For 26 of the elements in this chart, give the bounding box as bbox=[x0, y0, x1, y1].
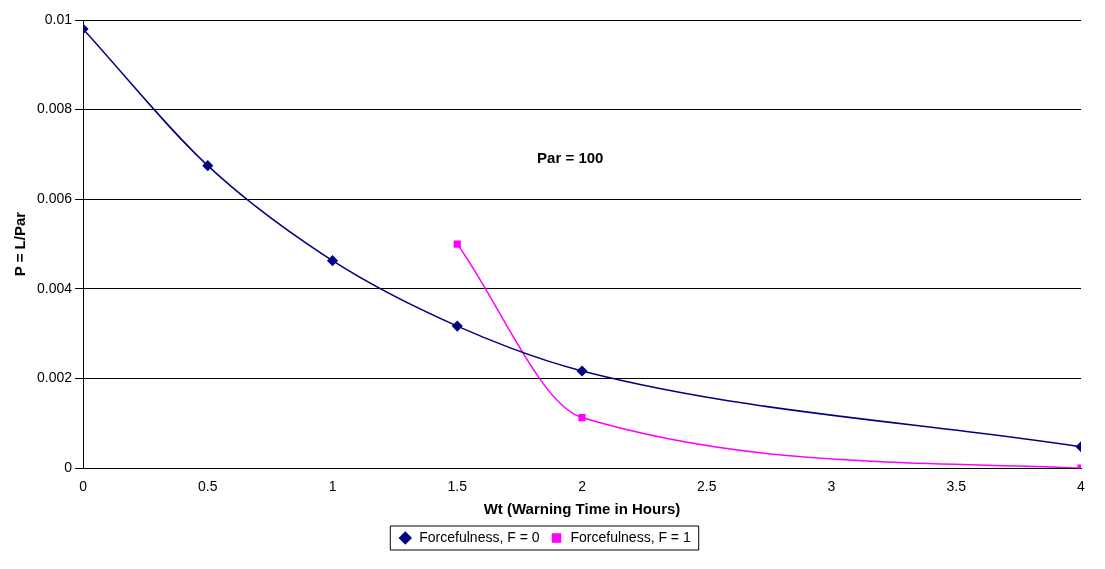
legend-label: Forcefulness, F = 0 bbox=[419, 528, 540, 545]
legend-label: Forcefulness, F = 1 bbox=[570, 528, 691, 545]
y-tick-label: 0.002 bbox=[36, 369, 73, 386]
x-tick-label: 1 bbox=[328, 478, 337, 495]
point bbox=[452, 320, 463, 332]
annotation: Par = 100 bbox=[537, 149, 604, 167]
y-tick-label: 0.006 bbox=[36, 190, 73, 207]
x-tick-label: 4 bbox=[1077, 478, 1086, 495]
point bbox=[453, 240, 461, 248]
y-tick-label: 0 bbox=[64, 459, 73, 476]
x-tick-label: 1.5 bbox=[447, 478, 468, 495]
x-tick-label: 0.5 bbox=[198, 478, 218, 495]
point bbox=[327, 255, 338, 266]
y-axis-title: P = L/Par bbox=[11, 211, 29, 277]
y-tick-label: 0.004 bbox=[36, 279, 73, 296]
x-tick-label: 3.5 bbox=[946, 478, 967, 495]
x-tick-label: 2 bbox=[578, 478, 587, 495]
y-tick-label: 0.01 bbox=[44, 10, 73, 27]
x-tick-label: 3 bbox=[827, 478, 836, 495]
y-tick-label: 0.008 bbox=[36, 100, 73, 117]
point bbox=[202, 160, 214, 171]
point bbox=[578, 413, 586, 422]
point bbox=[576, 365, 588, 377]
x-tick-label: 0 bbox=[79, 478, 88, 495]
x-tick-label: 2.5 bbox=[697, 478, 717, 495]
x-axis-title: Wt (Warning Time in Hours) bbox=[483, 500, 681, 518]
